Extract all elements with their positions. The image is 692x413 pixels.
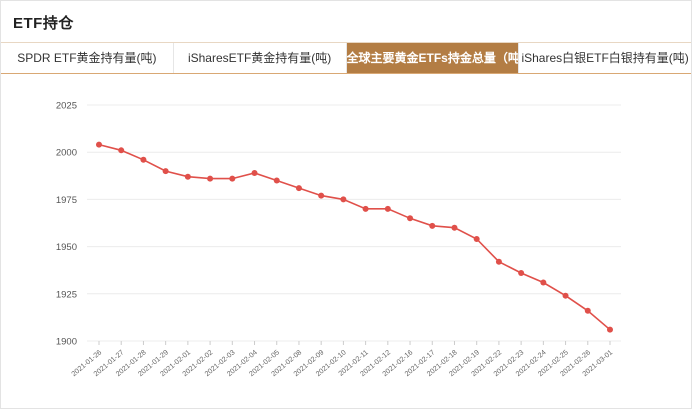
data-point <box>495 258 502 265</box>
panel-title: ETF持仓 <box>13 15 74 32</box>
data-point <box>362 205 369 212</box>
tab-bar: SPDR ETF黄金持有量(吨) iSharesETF黄金持有量(吨) 全球主要… <box>1 42 691 74</box>
line-chart-svg: 1900 1925 1950 1975 2000 2025 2021-01-262021-… <box>56 101 621 378</box>
data-point <box>207 175 214 182</box>
panel-header: ETF持仓 <box>1 1 691 41</box>
data-point <box>273 177 280 184</box>
data-point <box>473 236 480 243</box>
tab-ishares-gold-holdings[interactable]: iSharesETF黄金持有量(吨) <box>174 43 347 73</box>
series-line <box>98 143 611 331</box>
grid-layer <box>87 104 621 342</box>
y-tick-label: 1950 <box>56 242 77 253</box>
data-point <box>451 224 458 231</box>
x-axis-ticks: 2021-01-262021-01-272021-01-282021-01-29… <box>69 341 614 378</box>
data-point <box>540 279 547 286</box>
line-chart: 1900 1925 1950 1975 2000 2025 2021-01-26 2021-… <box>1 73 691 408</box>
data-point <box>118 147 125 154</box>
y-tick-label: 1975 <box>56 195 77 206</box>
y-tick-label: 1900 <box>56 337 77 348</box>
data-point <box>162 168 169 175</box>
tab-ishares-silver-holdings[interactable]: iShares白银ETF白银持有量(吨) <box>521 51 689 65</box>
data-point <box>562 292 569 299</box>
data-point <box>140 156 147 163</box>
data-point <box>429 222 436 229</box>
data-point <box>96 141 102 148</box>
data-point <box>384 205 391 212</box>
data-point <box>295 185 302 192</box>
y-tick-label: 2025 <box>56 101 77 112</box>
data-point <box>340 196 347 203</box>
data-point <box>251 169 258 176</box>
data-point <box>407 215 414 222</box>
tab-spdr-gold-holdings[interactable]: SPDR ETF黄金持有量(吨) <box>1 43 174 73</box>
y-tick-label: 1925 <box>56 289 77 300</box>
series-layer <box>96 141 613 333</box>
data-point <box>518 270 525 277</box>
data-point <box>318 192 325 199</box>
data-point <box>229 175 236 182</box>
tab-global-gold-etf-holdings[interactable]: 全球主要黄金ETFs持金总量（吨） <box>346 43 520 73</box>
y-tick-label: 2000 <box>56 148 77 159</box>
data-point <box>584 307 591 314</box>
data-point <box>607 326 613 333</box>
data-point <box>184 173 191 180</box>
y-axis-ticks: 1900 1925 1950 1975 2000 2025 <box>56 101 77 348</box>
